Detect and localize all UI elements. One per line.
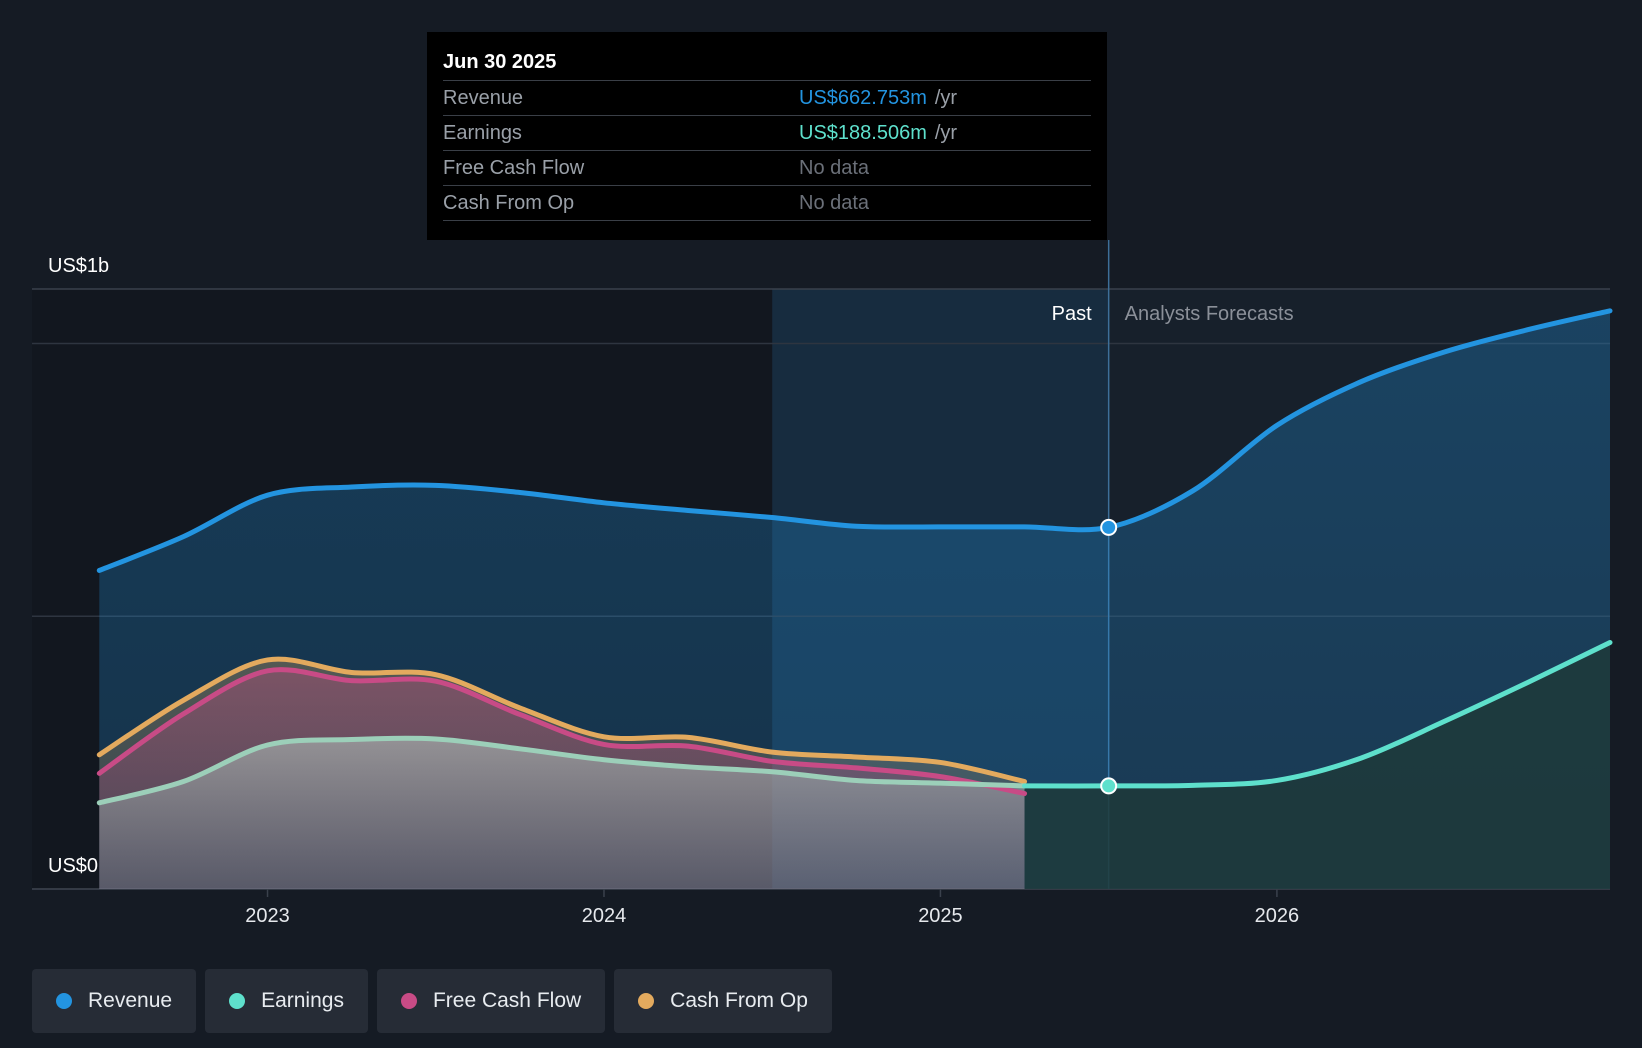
legend-label: Earnings [261,989,344,1012]
legend-label: Free Cash Flow [432,989,582,1012]
tooltip-unit: /yr [934,87,958,109]
x-tick-label: 2024 [582,905,627,927]
tooltip-row-earnings: Earnings US$188.506m /yr [443,116,1091,151]
tooltip-value: No data [799,157,870,179]
free-cash-flow-line [96,667,1028,797]
tooltip-value: US$188.506m [799,122,927,144]
cash-from-op-line [96,656,1028,785]
hover-markers [1100,518,1118,795]
x-tick-label: 2023 [245,905,290,927]
tooltip-label: Revenue [443,87,524,109]
legend-dot-icon [229,993,246,1009]
revenue-line [96,308,1613,573]
tooltip-label: Cash From Op [443,192,575,214]
x-tick-label: 2026 [1255,905,1300,927]
past-label: Past [1052,303,1092,325]
tooltip-row-cash-from-op: Cash From Op No data [443,186,1091,221]
tooltip-row-free-cash-flow: Free Cash Flow No data [443,151,1091,186]
forecast-label: Analysts Forecasts [1125,303,1294,325]
legend-dot-icon [56,993,72,1009]
legend-item-revenue[interactable]: Revenue [32,969,197,1033]
legend-item-free-cash-flow[interactable]: Free Cash Flow [376,969,606,1033]
legend-item-earnings[interactable]: Earnings [205,969,368,1033]
legend-label: Revenue [88,989,173,1012]
x-tick-label: 2025 [918,905,963,927]
axis-labels: US$1b US$0 2023 2024 2025 2026 Past Analysts Fo… [48,255,1299,927]
tooltip-panel: Jun 30 2025 Revenue US$662.753m /yr Earn… [427,32,1107,240]
earnings-marker [1100,777,1118,795]
tooltip-value: US$662.753m [799,87,927,109]
y-tick-label: US$1b [48,255,109,277]
tooltip-row-revenue: Revenue US$662.753m /yr [443,81,1091,116]
legend-label: Cash From Op [670,989,808,1012]
tooltip-label: Free Cash Flow [443,157,585,179]
revenue-marker [1100,518,1118,536]
earnings-forecast-area [1024,642,1610,889]
tooltip-label: Earnings [443,122,522,144]
tooltip-value: No data [799,192,870,214]
legend-item-cash-from-op[interactable]: Cash From Op [614,969,832,1033]
legend-dot-icon [400,993,417,1009]
tooltip-unit: /yr [934,122,958,144]
tooltip-date: Jun 30 2025 [443,44,1091,81]
series-lines [96,308,1613,806]
legend: Revenue Earnings Free Cash Flow Cash Fro… [32,969,832,1033]
earnings-past-line [96,735,1028,806]
legend-dot-icon [638,993,655,1009]
y-tick-label: US$0 [48,855,98,877]
